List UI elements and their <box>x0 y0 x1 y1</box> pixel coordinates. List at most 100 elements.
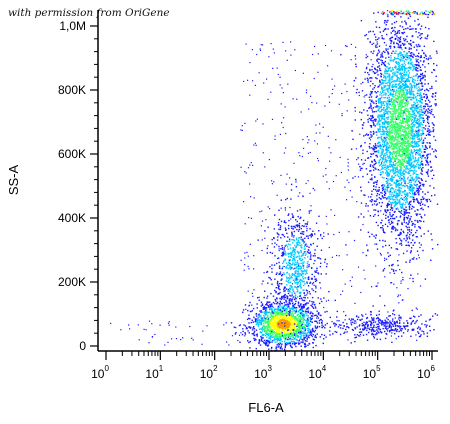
event-dot <box>300 303 302 305</box>
event-dot <box>311 332 313 334</box>
event-dot <box>392 178 394 181</box>
event-dot <box>373 209 375 211</box>
event-dot <box>295 219 297 221</box>
event-dot <box>416 118 418 120</box>
event-dot <box>395 92 397 95</box>
event-dot <box>284 324 287 326</box>
event-dot <box>368 107 370 109</box>
event-dot <box>391 115 394 118</box>
event-dot <box>400 109 403 111</box>
event-dot <box>286 271 289 274</box>
event-dot <box>284 333 287 336</box>
event-dot <box>314 320 316 322</box>
event-dot <box>402 55 404 57</box>
event-dot <box>381 35 383 37</box>
event-dot <box>305 243 307 245</box>
event-dot <box>305 253 307 255</box>
event-dot <box>282 332 284 334</box>
event-dot <box>302 253 304 256</box>
event-dot <box>383 133 385 135</box>
event-dot <box>297 270 299 272</box>
event-dot <box>396 133 398 135</box>
event-dot <box>367 205 369 207</box>
event-dot <box>262 340 264 342</box>
event-dot <box>386 66 388 68</box>
event-dot <box>370 201 373 203</box>
event-dot <box>394 85 396 88</box>
event-dot <box>267 301 269 304</box>
event-dot <box>394 217 396 220</box>
event-dot <box>286 264 289 266</box>
event-dot <box>407 108 409 110</box>
event-dot <box>377 11 379 14</box>
event-dot <box>416 130 418 132</box>
event-dot <box>271 303 273 305</box>
event-dot <box>380 86 383 88</box>
event-dot <box>314 259 316 262</box>
event-dot <box>432 93 434 95</box>
event-dot <box>399 111 402 114</box>
event-dot <box>294 333 296 335</box>
event-dot <box>377 70 379 72</box>
event-dot <box>302 240 304 242</box>
event-dot <box>286 303 288 305</box>
event-dot <box>295 329 298 331</box>
event-dot <box>376 69 378 71</box>
event-dot <box>388 165 390 167</box>
event-dot <box>258 313 261 315</box>
event-dot <box>399 51 401 53</box>
event-dot <box>291 252 293 255</box>
event-dot <box>421 144 424 147</box>
event-dot <box>316 269 318 272</box>
event-dot <box>406 145 408 147</box>
event-dot <box>388 87 390 90</box>
event-dot <box>384 120 386 122</box>
event-dot <box>292 296 294 298</box>
event-dot <box>425 199 427 201</box>
event-dot <box>395 137 397 139</box>
event-dot <box>389 89 392 91</box>
event-dot <box>404 39 406 42</box>
event-dot <box>397 39 399 41</box>
event-dot <box>381 52 383 54</box>
event-dot <box>405 138 407 140</box>
event-dot <box>269 331 271 333</box>
event-dot <box>386 145 388 147</box>
event-dot <box>422 117 425 119</box>
event-dot <box>392 103 394 105</box>
event-dot <box>411 105 413 107</box>
event-dot <box>306 245 308 247</box>
event-dot <box>415 258 418 260</box>
event-dot <box>263 333 265 336</box>
event-dot <box>309 258 311 260</box>
event-dot <box>283 325 286 327</box>
event-dot <box>314 291 317 293</box>
event-dot <box>414 149 417 152</box>
event-dot <box>376 77 378 80</box>
event-dot <box>424 148 427 151</box>
event-dot <box>392 263 394 266</box>
event-dot <box>390 126 392 128</box>
event-dot <box>388 131 390 133</box>
event-dot <box>422 75 424 77</box>
event-dot <box>384 51 386 53</box>
event-dot <box>284 323 286 325</box>
event-dot <box>302 314 304 317</box>
event-dot <box>297 325 300 327</box>
event-dot <box>393 144 395 146</box>
event-dot <box>300 259 302 262</box>
event-dot <box>323 297 325 299</box>
event-dot <box>412 121 415 123</box>
event-dot <box>410 157 412 160</box>
event-dot <box>383 164 385 166</box>
event-dot <box>288 280 290 282</box>
event-dot <box>426 157 428 160</box>
event-dot <box>298 255 301 257</box>
event-dot <box>314 314 316 317</box>
event-dot <box>260 323 263 325</box>
event-dot <box>410 58 412 60</box>
event-dot <box>285 300 287 302</box>
event-dot <box>318 215 320 217</box>
event-dot <box>387 165 390 168</box>
event-dot <box>273 339 276 341</box>
